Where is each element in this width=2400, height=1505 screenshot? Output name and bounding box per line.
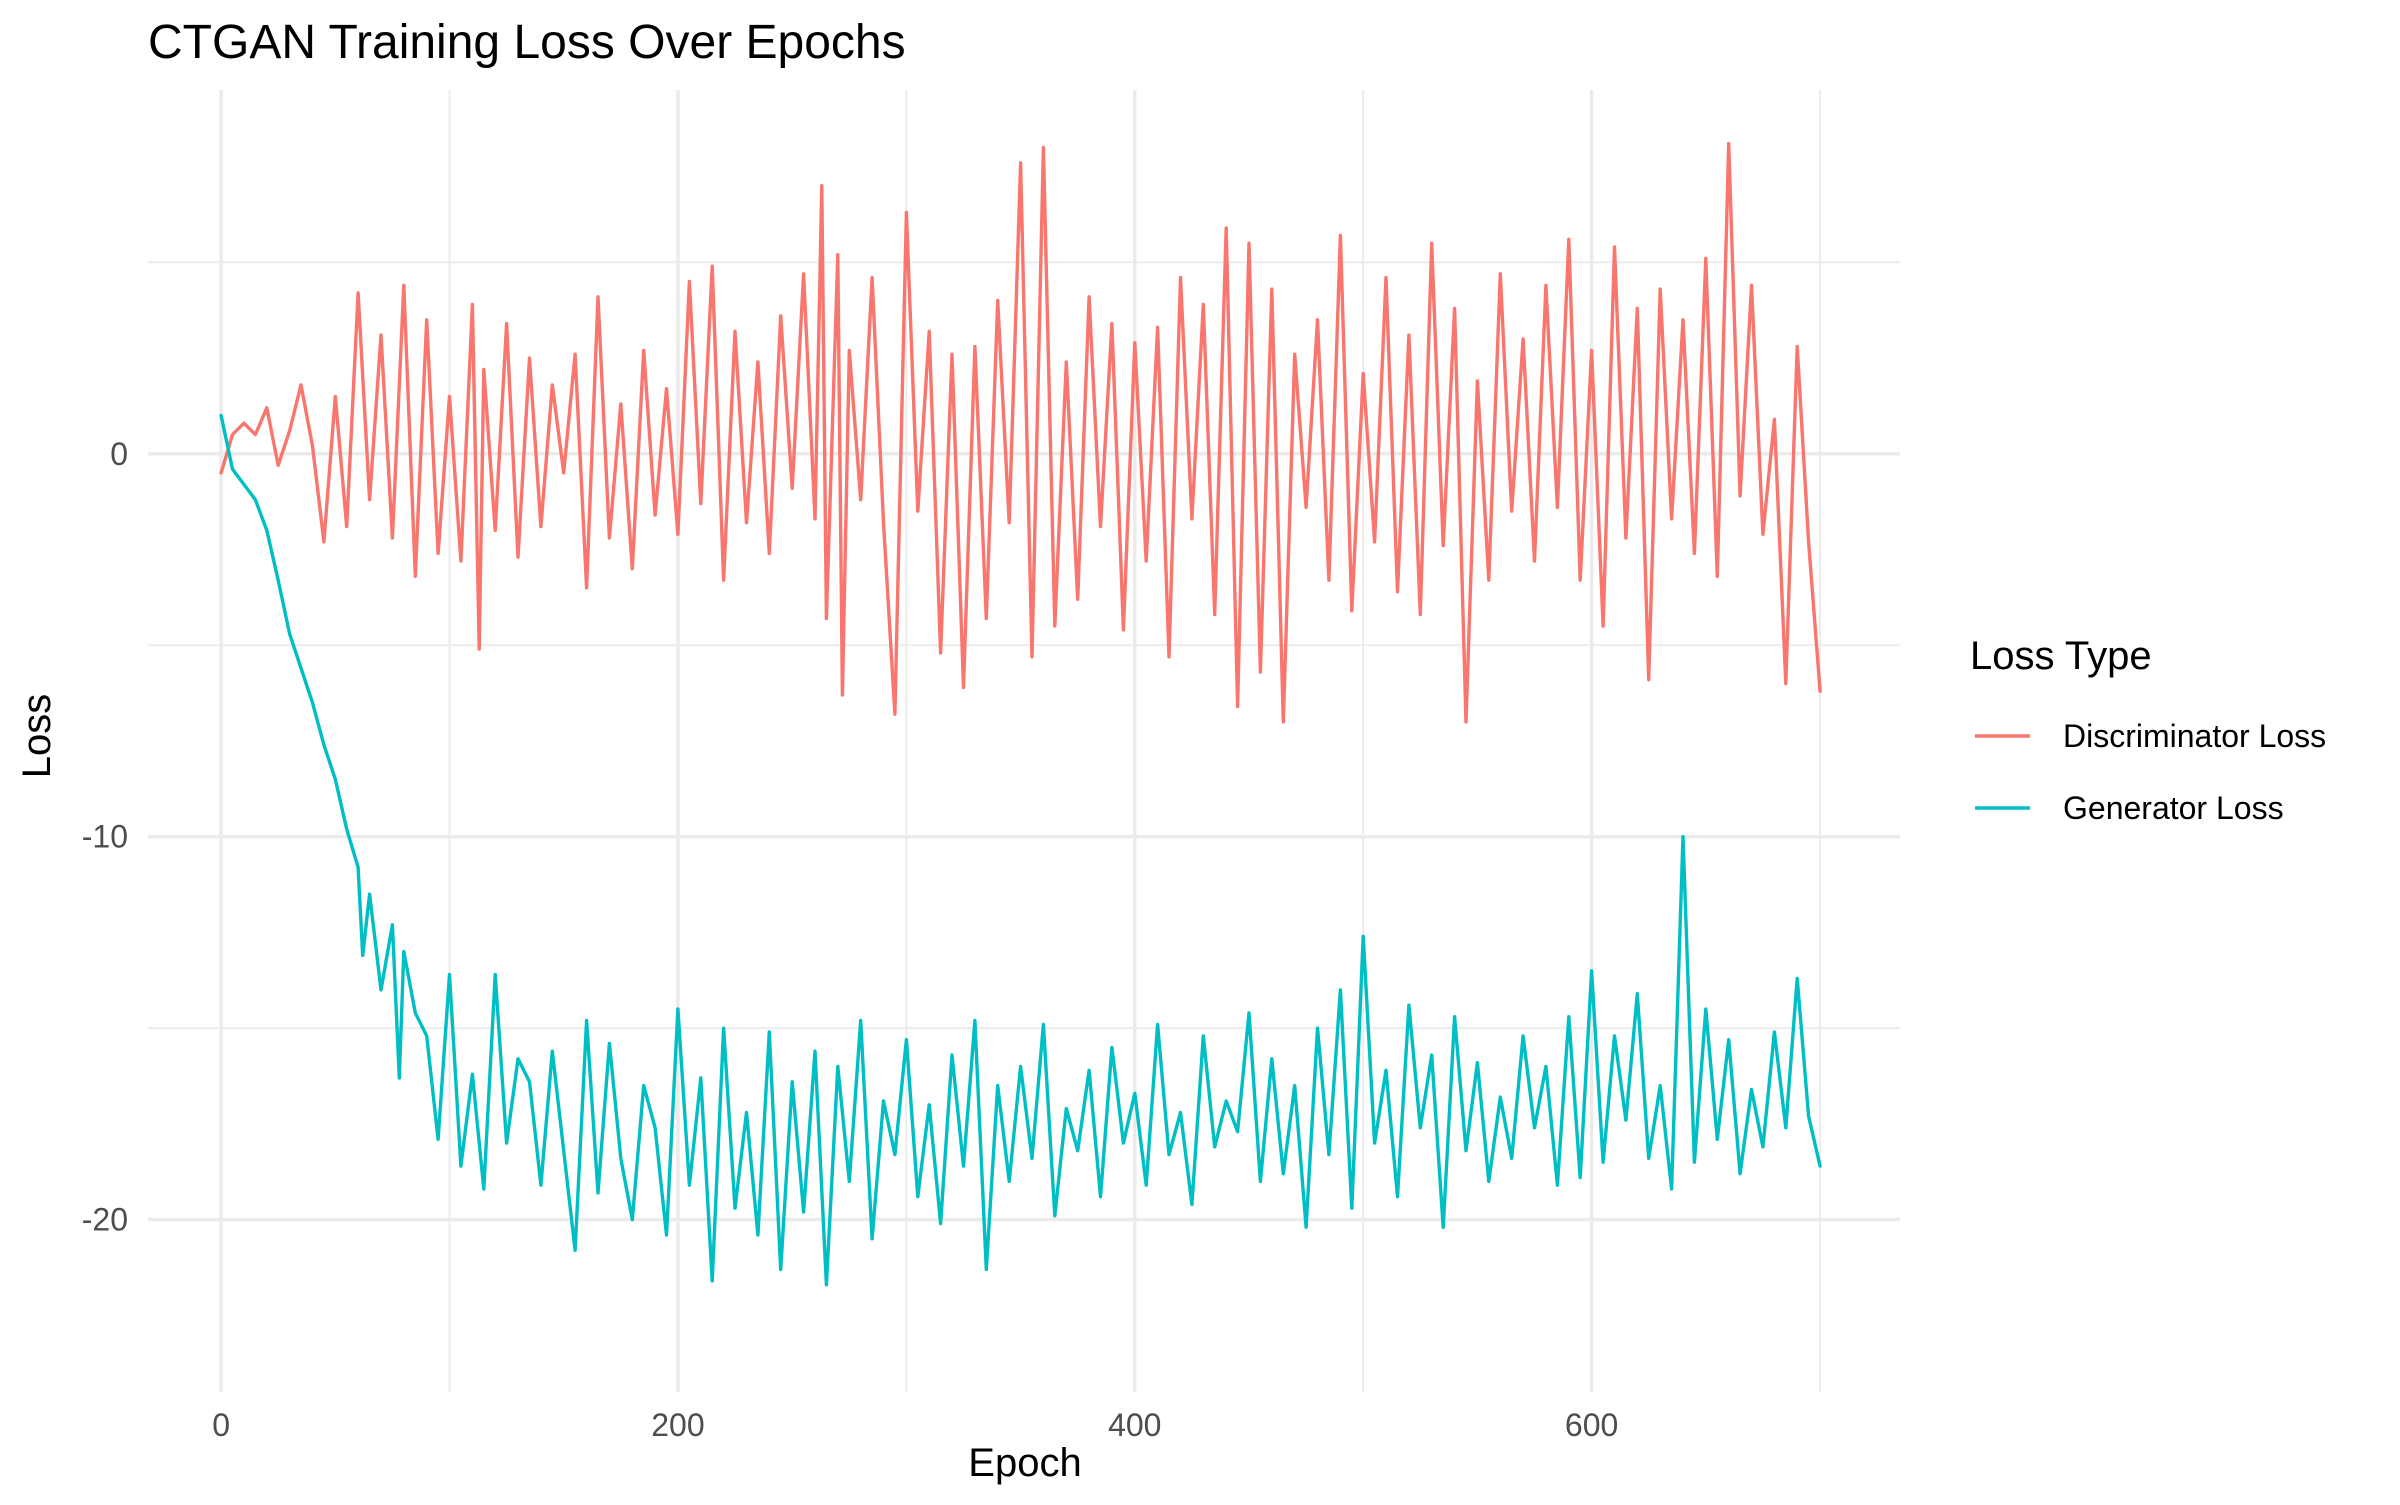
x-tick-label: 0 — [212, 1407, 230, 1443]
generator-loss-legend-label: Generator Loss — [2063, 790, 2284, 826]
legend: Loss Type Discriminator Loss Generator Lo… — [1970, 634, 2326, 826]
legend-items: Discriminator Loss Generator Loss — [1975, 718, 2326, 826]
chart-title: CTGAN Training Loss Over Epochs — [148, 16, 906, 69]
axis-ticks: 0 200 400 600 -20 -10 0 — [82, 436, 1619, 1443]
x-tick-label: 600 — [1565, 1407, 1618, 1443]
x-axis-title: Epoch — [968, 1441, 1081, 1485]
discriminator-loss-line — [219, 141, 1822, 724]
series-lines — [219, 141, 1822, 1287]
discriminator-loss-legend-label: Discriminator Loss — [2063, 718, 2326, 754]
y-axis-title: Loss — [15, 694, 59, 779]
y-tick-label: -10 — [82, 819, 128, 855]
y-tick-label: 0 — [110, 436, 128, 472]
legend-title: Loss Type — [1970, 634, 2152, 678]
y-tick-label: -20 — [82, 1202, 128, 1238]
generator-loss-line — [219, 413, 1822, 1287]
x-tick-label: 400 — [1108, 1407, 1161, 1443]
x-tick-label: 200 — [651, 1407, 704, 1443]
